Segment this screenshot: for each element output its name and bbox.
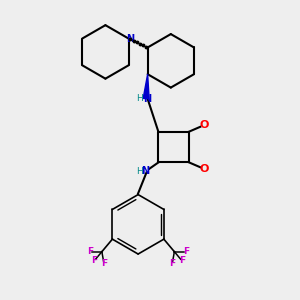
- Text: H: H: [136, 167, 143, 176]
- Text: N: N: [126, 34, 134, 44]
- Text: O: O: [200, 120, 209, 130]
- Text: F: F: [91, 256, 97, 265]
- Text: N: N: [143, 94, 151, 103]
- Polygon shape: [143, 74, 149, 99]
- Text: F: F: [101, 259, 107, 268]
- Text: F: F: [169, 259, 176, 268]
- Text: O: O: [200, 164, 209, 174]
- Text: H: H: [136, 94, 143, 103]
- Text: F: F: [183, 247, 189, 256]
- Text: N: N: [142, 167, 150, 176]
- Text: F: F: [87, 247, 93, 256]
- Text: F: F: [179, 256, 185, 265]
